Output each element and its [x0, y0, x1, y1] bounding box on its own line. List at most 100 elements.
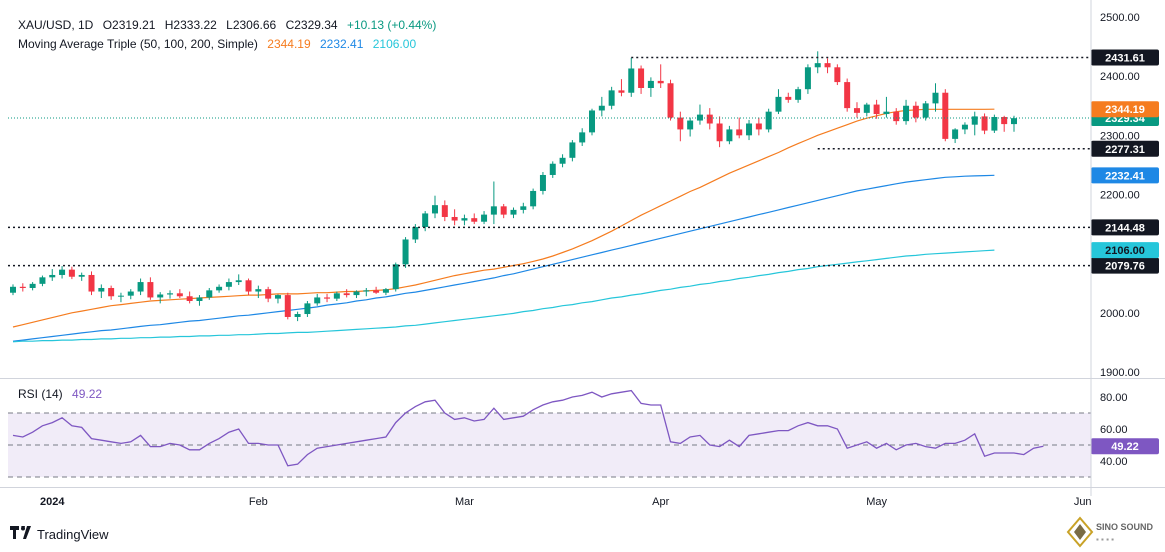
- candle: [167, 290, 174, 299]
- candle-body: [647, 80, 654, 88]
- price-level-label: 2277.31: [1105, 144, 1145, 156]
- candle-body: [893, 111, 900, 122]
- candle: [402, 237, 409, 268]
- candle-body: [127, 291, 134, 296]
- candle-body: [677, 117, 684, 130]
- candle: [10, 284, 16, 296]
- candle-body: [78, 274, 85, 277]
- candle: [853, 102, 860, 118]
- candle: [706, 108, 713, 130]
- candle: [824, 58, 831, 74]
- candle: [883, 96, 890, 118]
- candle-body: [324, 297, 331, 299]
- candle-body: [108, 287, 115, 297]
- candle: [216, 284, 223, 293]
- ma200-line: [12, 249, 995, 343]
- candle-body: [412, 227, 419, 240]
- candle: [314, 293, 321, 306]
- price-tick-label: 2400.00: [1100, 71, 1140, 83]
- candle-body: [638, 68, 645, 88]
- time-tick-label: 2024: [40, 496, 65, 508]
- candle: [39, 275, 46, 287]
- candle-body: [844, 82, 851, 109]
- candle-body: [539, 174, 546, 191]
- candle: [392, 262, 399, 292]
- candle: [971, 111, 978, 136]
- candle: [981, 113, 988, 135]
- candle-body: [176, 293, 183, 297]
- candle: [490, 181, 497, 225]
- ma-label: Moving Average Triple (50, 100, 200, Sim…: [18, 37, 258, 51]
- candle: [373, 286, 380, 294]
- candle-body: [903, 105, 910, 122]
- candle-body: [853, 108, 860, 113]
- price-tick-label: 1900.00: [1100, 367, 1140, 379]
- candle: [608, 86, 615, 110]
- candle-body: [49, 274, 56, 278]
- axes: [0, 0, 1165, 496]
- candle-body: [549, 163, 556, 175]
- candle-body: [98, 287, 105, 292]
- candle: [245, 278, 252, 296]
- candle: [559, 154, 566, 168]
- candle-body: [461, 218, 468, 221]
- candle-body: [19, 286, 26, 288]
- rsi-value-tag: [1091, 438, 1159, 455]
- candle: [422, 211, 429, 232]
- candle-body: [481, 214, 488, 222]
- candle: [932, 83, 939, 112]
- candle: [814, 51, 821, 74]
- candle-body: [510, 209, 517, 215]
- candle-body: [314, 297, 321, 304]
- candle: [412, 224, 419, 244]
- candle: [677, 111, 684, 142]
- candle: [157, 292, 164, 304]
- candle-body: [39, 277, 46, 284]
- price-tick-label: 2200.00: [1100, 190, 1140, 202]
- price-tick-label: 2300.00: [1100, 130, 1140, 142]
- moving-average-lines: [12, 108, 995, 343]
- rsi-legend[interactable]: RSI (14) 49.22: [18, 387, 108, 401]
- candle: [59, 266, 66, 279]
- candle-body: [706, 114, 713, 124]
- candle-body: [726, 129, 733, 142]
- candle: [206, 287, 213, 300]
- candle-body: [353, 291, 360, 296]
- candle: [441, 200, 448, 222]
- close-value: C2329.34: [285, 18, 338, 32]
- candle-body: [795, 89, 802, 100]
- candle: [274, 294, 281, 304]
- candle: [471, 213, 478, 225]
- candle: [481, 211, 488, 225]
- candle: [961, 122, 968, 135]
- candle: [127, 289, 134, 300]
- candle: [922, 101, 929, 121]
- ma100-tag-label: 2232.41: [1105, 170, 1145, 182]
- moving-average-legend[interactable]: Moving Average Triple (50, 100, 200, Sim…: [18, 37, 422, 51]
- candle-body: [206, 290, 213, 298]
- sino-sound-logo-icon: [1066, 516, 1094, 548]
- candle-body: [942, 92, 949, 139]
- candle-body: [1011, 118, 1017, 125]
- tradingview-brand[interactable]: TradingView: [10, 526, 109, 542]
- candle: [785, 92, 792, 103]
- candle-body: [343, 293, 350, 296]
- candle: [638, 65, 645, 94]
- candle: [569, 140, 576, 162]
- candle-body: [304, 303, 311, 315]
- rsi-tick-label: 60.00: [1100, 424, 1128, 436]
- candle-body: [834, 67, 841, 83]
- candle-body: [520, 206, 527, 210]
- candle: [353, 290, 360, 299]
- candle: [333, 291, 340, 301]
- symbol-label: XAU/USD, 1D: [18, 18, 94, 32]
- candle-body: [294, 314, 301, 317]
- candle: [804, 64, 811, 94]
- candle-body: [500, 206, 507, 215]
- candle: [196, 295, 203, 306]
- candle: [19, 283, 26, 292]
- candle: [147, 277, 154, 300]
- candle-body: [59, 269, 66, 275]
- candle: [284, 292, 291, 320]
